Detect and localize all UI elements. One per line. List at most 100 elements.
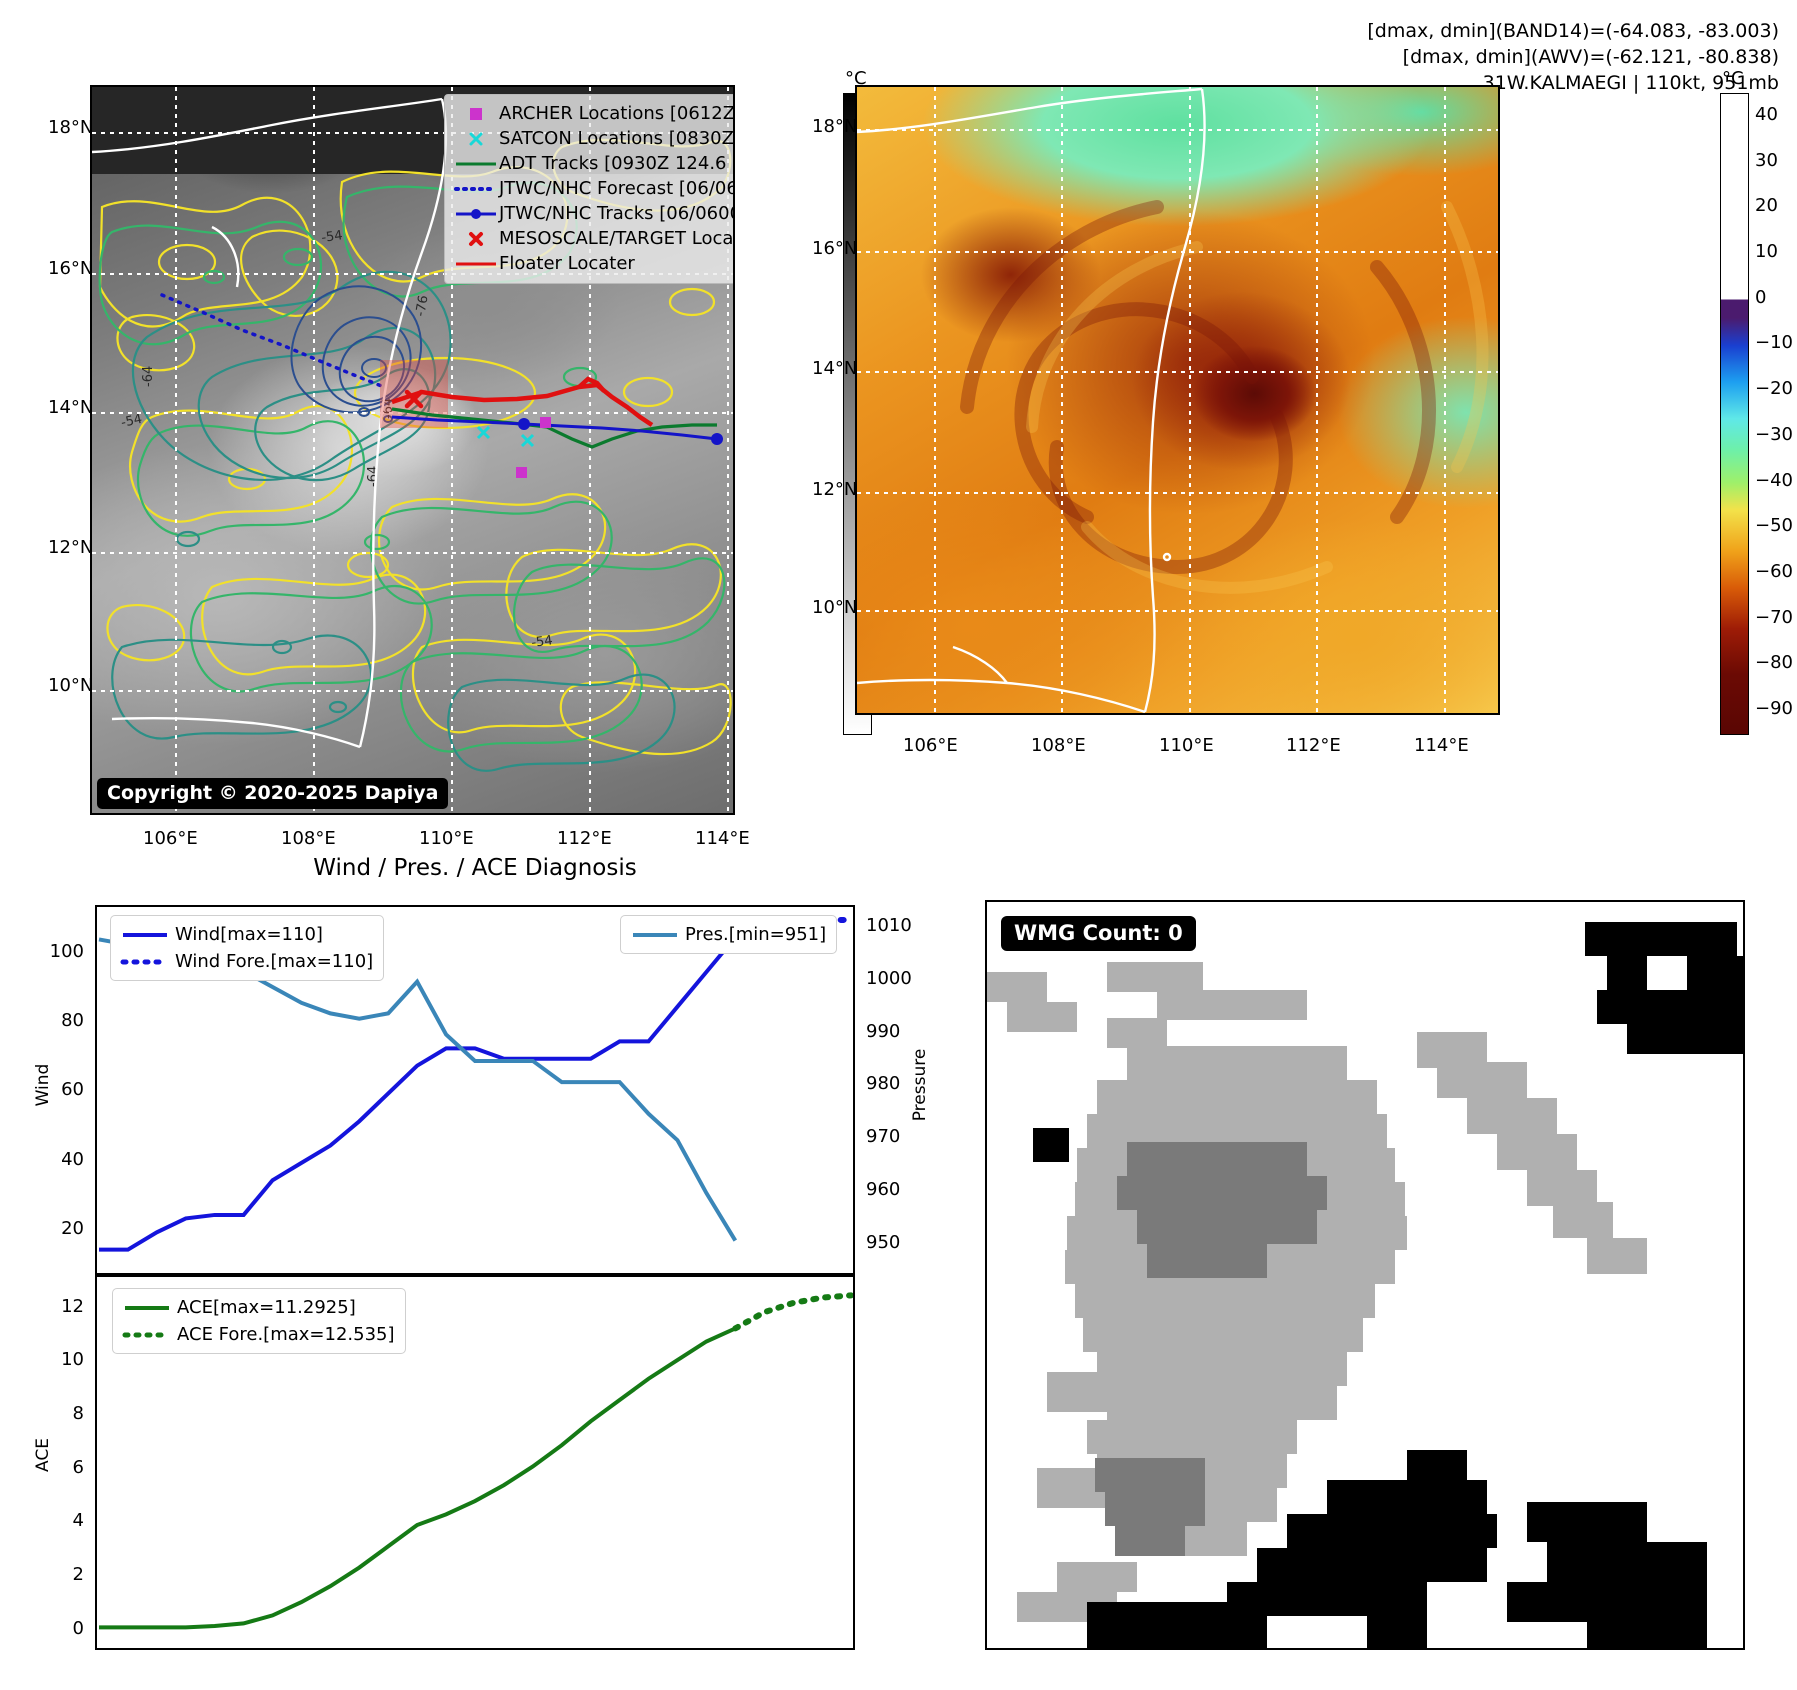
- ir-lon-tick-110e: 110°E: [419, 828, 474, 849]
- svg-text:-54: -54: [320, 228, 343, 246]
- svg-text:-76: -76: [413, 294, 431, 318]
- ir-lat-tick-12n: 12°N: [48, 537, 94, 558]
- awv-lon-tick-106e: 106°E: [903, 735, 958, 756]
- awv-colorbar-tick: 20: [1755, 195, 1778, 217]
- adt-track-line-icon: [453, 159, 499, 169]
- awv-lon-tick-110e: 110°E: [1159, 735, 1214, 756]
- awv-lat-tick-10n: 10°N: [812, 597, 858, 618]
- awv-colorbar-tick: 40: [1755, 103, 1778, 125]
- awv-colorbar-tick: −40: [1755, 469, 1793, 491]
- legend-label-mesoscale: MESOSCALE/TARGET Location: [499, 228, 734, 249]
- ace-plot: [99, 1292, 853, 1630]
- awv-colorbar-tick: −10: [1755, 332, 1793, 354]
- awv-colorbar-tick: −30: [1755, 423, 1793, 445]
- ir-lon-tick-112e: 112°E: [557, 828, 612, 849]
- wind-y-tick: 60: [61, 1079, 84, 1101]
- legend-label-adt: ADT Tracks [0930Z 124.6 935.6]: [499, 153, 733, 174]
- archer-marker-icon: [453, 106, 499, 122]
- legend-row-archer: ARCHER Locations [0612Z]: [453, 101, 735, 126]
- ir-lat-tick-16n: 16°N: [48, 258, 94, 279]
- ir-lon-tick-108e: 108°E: [281, 828, 336, 849]
- ace-forecast-legend-label: ACE Fore.[max=12.535]: [177, 1324, 395, 1345]
- mesoscale-x-icon: [453, 230, 499, 248]
- pressure-legend-label: Pres.[min=951]: [685, 924, 827, 945]
- ace-y-tick: 10: [61, 1349, 84, 1371]
- wmg-cluster-map: [987, 922, 1743, 1648]
- ace-y-tick: 0: [72, 1617, 84, 1639]
- pressure-y-tick: 1010: [866, 914, 912, 936]
- awv-colorbar-tick: −90: [1755, 698, 1793, 720]
- ace-line-icon: [123, 1303, 177, 1313]
- ace-y-tick: 4: [72, 1510, 84, 1532]
- wind-pres-ace-title: Wind / Pres. / ACE Diagnosis: [313, 855, 637, 881]
- wind-legend-row-wind: Wind[max=110]: [121, 921, 373, 948]
- awv-satellite-panel[interactable]: [855, 85, 1500, 715]
- pressure-line-icon: [631, 930, 685, 940]
- ace-y-tick: 12: [61, 1295, 84, 1317]
- floater-line-icon: [453, 259, 499, 269]
- ir-lat-tick-10n: 10°N: [48, 675, 94, 696]
- legend-row-mesoscale: MESOSCALE/TARGET Location: [453, 226, 734, 251]
- forecast-dotted-line-icon: [453, 184, 499, 194]
- ir-satellite-panel[interactable]: -54 -64 -64 -54 -64 -54 -76: [90, 85, 735, 815]
- awv-lat-tick-18n: 18°N: [812, 116, 858, 137]
- pressure-y-tick: 990: [866, 1020, 901, 1042]
- wind-legend-label: Wind[max=110]: [175, 924, 323, 945]
- awv-lat-tick-12n: 12°N: [812, 479, 858, 500]
- svg-text:-64: -64: [366, 466, 381, 487]
- awv-colorbar: [1720, 93, 1749, 735]
- pressure-y-tick: 970: [866, 1126, 901, 1148]
- pressure-y-tick: 960: [866, 1179, 901, 1201]
- awv-colorbar-tick: 30: [1755, 149, 1778, 171]
- svg-text:-64: -64: [141, 366, 156, 387]
- awv-colorbar-tick: 10: [1755, 241, 1778, 262]
- dmax-dmin-band14: [dmax, dmin](BAND14)=(-64.083, -83.003): [1367, 20, 1779, 42]
- awv-lon-tick-112e: 112°E: [1286, 735, 1341, 756]
- ace-legend-label: ACE[max=11.2925]: [177, 1297, 356, 1318]
- awv-colorbar-unit: °C: [1722, 68, 1744, 89]
- wind-forecast-dotted-icon: [120, 957, 175, 967]
- awv-colorbar-tick: 0: [1755, 286, 1767, 308]
- svg-text:-54: -54: [530, 633, 553, 651]
- legend-row-adt: ADT Tracks [0930Z 124.6 935.6]: [453, 151, 733, 176]
- ir-lat-tick-18n: 18°N: [48, 117, 94, 138]
- ir-legend: ARCHER Locations [0612Z] SATCON Location…: [444, 94, 735, 284]
- copyright-badge: Copyright © 2020-2025 Dapiya: [97, 778, 449, 809]
- awv-lon-tick-114e: 114°E: [1414, 735, 1469, 756]
- wind-line-icon: [121, 930, 175, 940]
- jtwc-track-line-icon: [453, 208, 499, 220]
- ace-legend-row: ACE[max=11.2925]: [123, 1294, 395, 1321]
- awv-colorbar-tick: −80: [1755, 652, 1793, 674]
- pressure-y-tick: 980: [866, 1073, 901, 1095]
- awv-satellite-image: [857, 87, 1498, 713]
- ir-lon-tick-106e: 106°E: [143, 828, 198, 849]
- pressure-legend-row: Pres.[min=951]: [631, 921, 826, 948]
- ace-forecast-legend-row: ACE Fore.[max=12.535]: [122, 1321, 395, 1348]
- legend-label-satcon: SATCON Locations [0830Z 111 943]: [499, 128, 734, 149]
- ir-lon-tick-114e: 114°E: [695, 828, 750, 849]
- awv-lat-tick-16n: 16°N: [812, 238, 858, 259]
- legend-row-satcon: SATCON Locations [0830Z 111 943]: [453, 126, 734, 151]
- legend-label-forecast: JTWC/NHC Forecast [06/0600Z]: [499, 178, 733, 199]
- ace-y-tick: 8: [72, 1403, 84, 1425]
- legend-label-archer: ARCHER Locations [0612Z]: [499, 103, 735, 124]
- awv-colorbar-tick: −60: [1755, 561, 1793, 582]
- storm-identifier: 31W.KALMAEGI | 110kt, 951mb: [1482, 72, 1779, 94]
- wmg-count-badge: WMG Count: 0: [1001, 916, 1196, 951]
- legend-row-jtwc-tracks: JTWC/NHC Tracks [06/0600Z]: [453, 201, 733, 226]
- awv-overlay-graphics: [857, 87, 1498, 713]
- pressure-axis-title: Pressure: [910, 1048, 930, 1122]
- ir-lat-tick-14n: 14°N: [48, 397, 94, 418]
- pressure-y-tick: 1000: [866, 967, 912, 989]
- legend-label-floater: Floater Locater: [499, 253, 635, 274]
- ace-chart[interactable]: [95, 1275, 855, 1650]
- dmax-dmin-awv: [dmax, dmin](AWV)=(-62.121, -80.838): [1402, 46, 1779, 68]
- wind-y-tick: 80: [61, 1010, 84, 1032]
- legend-row-floater: Floater Locater: [453, 251, 733, 276]
- ace-forecast-dotted-icon: [122, 1330, 177, 1340]
- pressure-y-tick: 950: [866, 1231, 901, 1253]
- awv-lon-tick-108e: 108°E: [1031, 735, 1086, 756]
- wmg-cluster-panel[interactable]: WMG Count: 0: [985, 900, 1745, 1650]
- ir-colorbar-unit: °C: [845, 68, 867, 89]
- awv-colorbar-tick: −20: [1755, 378, 1793, 400]
